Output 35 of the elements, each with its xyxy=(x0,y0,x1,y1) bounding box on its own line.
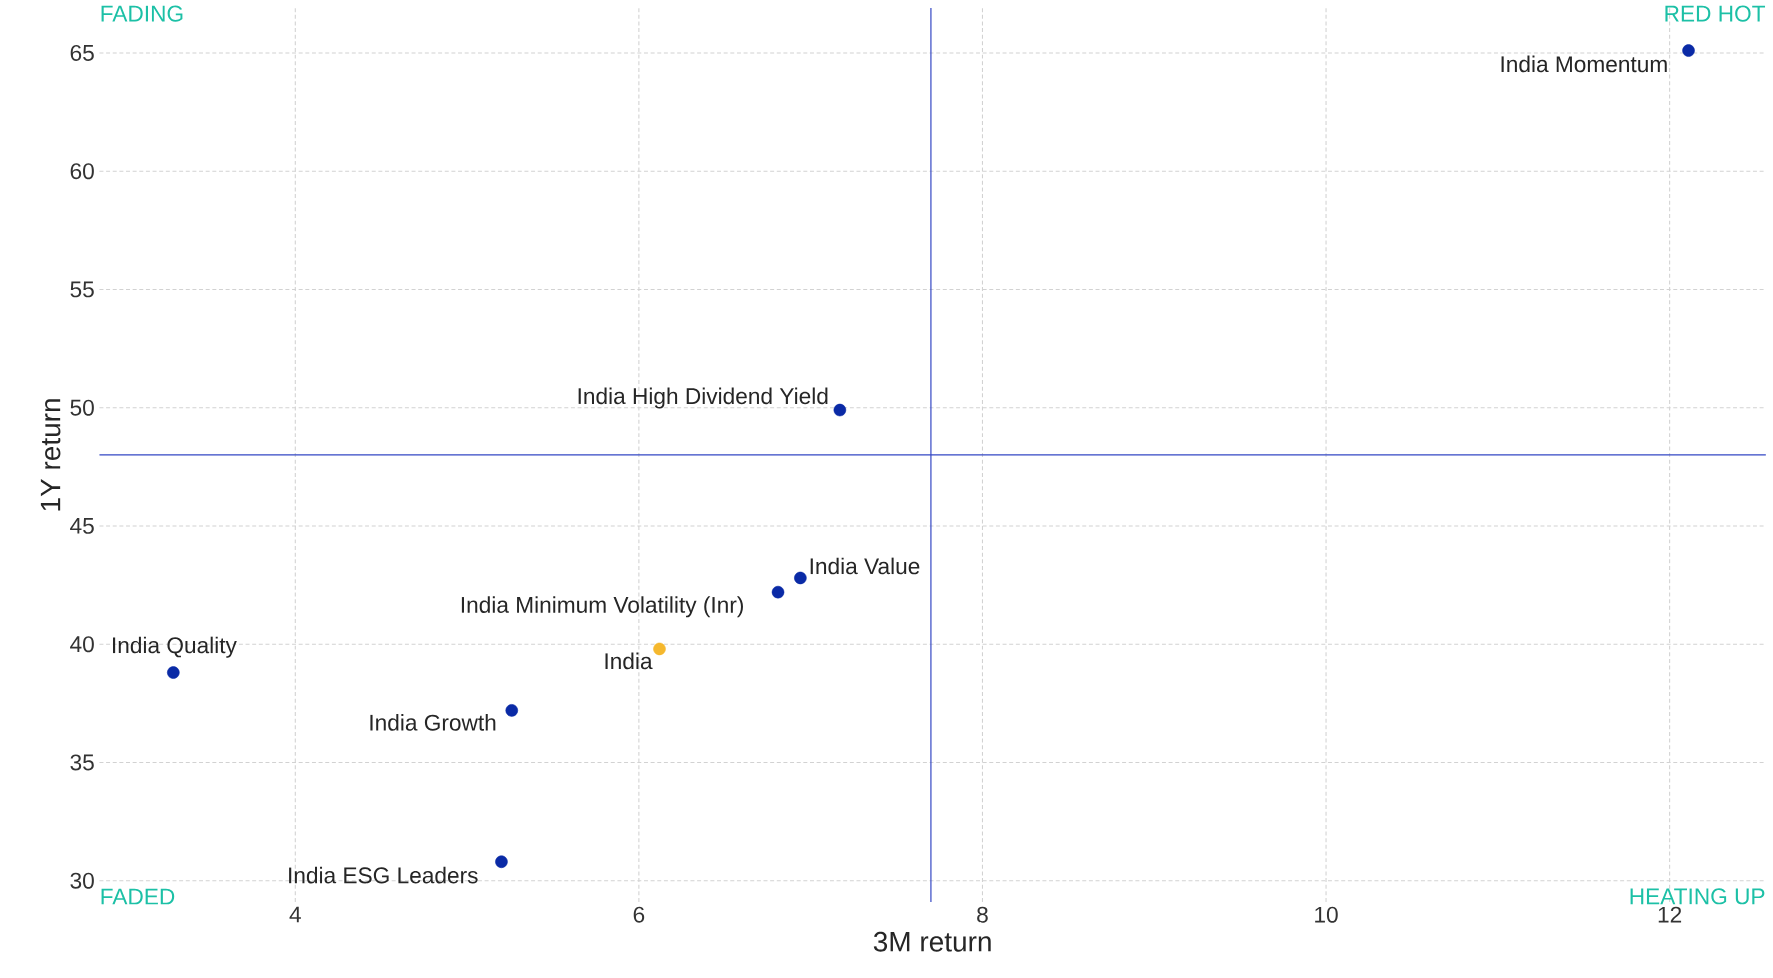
series-label: India Momentum xyxy=(1501,55,1667,73)
y-tick-label: 30 xyxy=(70,872,94,889)
y-tick-label: 60 xyxy=(70,163,94,180)
x-tick-label: 10 xyxy=(1315,906,1338,923)
annotation: FADING xyxy=(101,5,183,22)
point xyxy=(833,403,847,417)
point xyxy=(653,642,666,656)
x-tick-label: 4 xyxy=(289,906,301,923)
point xyxy=(495,855,508,869)
y-axis-title: 1Y return xyxy=(40,399,61,511)
annotation: RED HOT xyxy=(1665,5,1766,22)
series-label: India Value xyxy=(810,557,920,575)
x-tick-label: 8 xyxy=(977,906,988,923)
series-label: India Quality xyxy=(113,636,237,658)
y-tick-label: 55 xyxy=(70,281,94,298)
point xyxy=(794,571,807,585)
y-tick-label: 35 xyxy=(70,754,94,771)
point xyxy=(1682,44,1695,57)
series-label: India ESG Leaders xyxy=(289,866,478,884)
y-tick-label: 40 xyxy=(70,636,94,653)
point xyxy=(771,585,785,599)
y-tick-label: 45 xyxy=(70,518,94,534)
point xyxy=(505,704,519,717)
y-tick-label: 50 xyxy=(70,399,94,416)
x-tick-label: 12 xyxy=(1658,906,1682,923)
series-label: India Growth xyxy=(370,714,496,731)
annotation: FADED xyxy=(101,888,175,905)
x-axis-title: 3M return xyxy=(873,931,991,952)
y-tick-label: 65 xyxy=(70,44,94,62)
point xyxy=(167,666,180,679)
series-label: India Minimum Volatility (Inr) xyxy=(461,596,743,618)
x-tick-label: 6 xyxy=(633,906,645,923)
series-label: India High Dividend Yield xyxy=(578,387,828,409)
annotation: HEATING UP xyxy=(1630,888,1765,905)
series-label: India xyxy=(605,652,653,670)
